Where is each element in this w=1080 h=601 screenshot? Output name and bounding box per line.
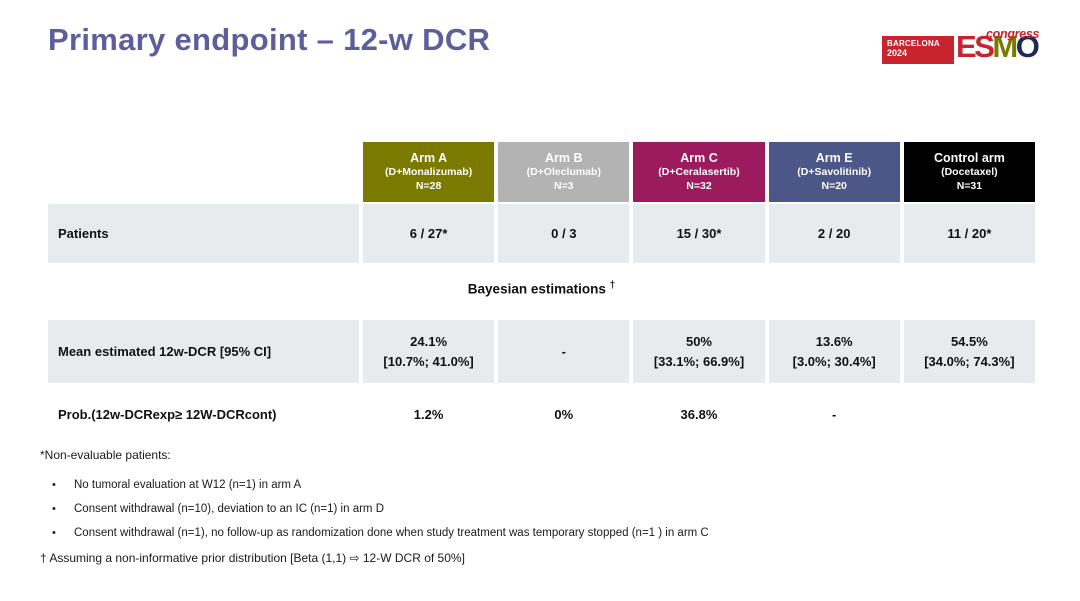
logo-congress-label: congress xyxy=(986,27,1040,41)
table-header-row: Arm A (D+Monalizumab) N=28 Arm B (D+Olec… xyxy=(48,142,1035,202)
bullet-icon xyxy=(40,527,74,539)
logo-letter-m: M xyxy=(992,29,1018,64)
mean-arm-a-value: 24.1% [10.7%; 41.0%] xyxy=(363,320,495,383)
mean-arm-c-main: 50% xyxy=(685,334,712,349)
footnote-bullet-2-text: Consent withdrawal (n=10), deviation to … xyxy=(74,503,385,515)
mean-arm-c-value: 50% [33.1%; 66.9%] xyxy=(633,320,765,383)
logo-venue-text: BARCELONA xyxy=(887,39,940,48)
arm-a-drug: (D+Monalizumab) xyxy=(384,166,473,179)
prob-arm-a-value: 1.2% xyxy=(413,406,444,422)
arm-e-drug: (D+Savolitinib) xyxy=(797,166,872,179)
logo-letter-s: S xyxy=(974,29,995,64)
arm-c-drug: (D+Ceralasertib) xyxy=(658,166,740,179)
footnote-bullet-3-text: Consent withdrawal (n=1), no follow-up a… xyxy=(74,527,709,539)
mean-arm-e-main: 13.6% xyxy=(815,334,853,349)
column-header-arm-a: Arm A (D+Monalizumab) N=28 xyxy=(363,142,495,202)
column-header-control-arm: Control arm (Docetaxel) N=31 xyxy=(903,142,1035,202)
patients-arm-e-value: 2 / 20 xyxy=(768,204,900,263)
mean-control-main: 54.5% xyxy=(950,334,988,349)
bayesian-label: Bayesian estimations xyxy=(467,281,606,297)
control-arm-drug: (Docetaxel) xyxy=(941,166,998,179)
prob-arm-b-value: 0% xyxy=(554,406,574,422)
footnote-dagger: † Assuming a non-informative prior distr… xyxy=(40,551,465,565)
patients-row-label: Patients xyxy=(48,204,359,263)
footnote-bullet-3: Consent withdrawal (n=1), no follow-up a… xyxy=(40,527,1020,539)
mean-arm-e-value: 13.6% [3.0%; 30.4%] xyxy=(768,320,900,383)
arm-e-n: N=20 xyxy=(821,180,847,193)
patients-arm-b-value: 0 / 3 xyxy=(498,204,630,263)
header-spacer xyxy=(48,142,359,202)
prob-arm-e-value: - xyxy=(832,406,837,422)
bullet-icon xyxy=(40,479,74,491)
probability-row-label: Prob.(12w-DCRexp≥ 12W-DCRcont) xyxy=(58,406,277,422)
column-header-arm-c: Arm C (D+Ceralasertib) N=32 xyxy=(633,142,765,202)
mean-dcr-row: Mean estimated 12w-DCR [95% CI] 24.1% [1… xyxy=(48,320,1035,383)
patients-arm-c-value: 15 / 30* xyxy=(633,204,765,263)
footnote-asterisk-header: *Non-evaluable patients: xyxy=(40,448,171,462)
patients-row: Patients 6 / 27* 0 / 3 15 / 30* 2 / 20 1… xyxy=(48,204,1035,263)
footnotes: *Non-evaluable patients: No tumoral eval… xyxy=(40,448,1020,565)
mean-arm-c-ci: [33.1%; 66.9%] xyxy=(653,353,745,369)
mean-dcr-row-label: Mean estimated 12w-DCR [95% CI] xyxy=(48,320,359,383)
column-header-arm-b: Arm B (D+Oleclumab) N=3 xyxy=(498,142,630,202)
logo-venue-badge: BARCELONA 2024 xyxy=(882,36,954,64)
probability-row: Prob.(12w-DCRexp≥ 12W-DCRcont) 1.2% 0% 3… xyxy=(48,397,1035,431)
control-arm-name: Control arm xyxy=(933,150,1005,165)
mean-arm-b-main: - xyxy=(561,343,566,359)
mean-arm-b-value: - xyxy=(498,320,630,383)
mean-control-value: 54.5% [34.0%; 74.3%] xyxy=(903,320,1035,383)
arm-b-n: N=3 xyxy=(554,180,574,193)
arm-a-name: Arm A xyxy=(410,150,448,165)
mean-arm-a-main: 24.1% xyxy=(410,334,448,349)
control-arm-n: N=31 xyxy=(956,180,983,193)
logo-esmo-wordmark: ESMO xyxy=(956,29,1040,64)
prob-arm-c-value: 36.8% xyxy=(680,406,718,422)
logo-letter-e: E xyxy=(956,29,977,64)
bullet-icon xyxy=(40,503,74,515)
bayesian-section-header: Bayesian estimations † xyxy=(48,280,1035,306)
mean-arm-e-ci: [3.0%; 30.4%] xyxy=(792,353,876,369)
patients-arm-a-value: 6 / 27* xyxy=(363,204,495,263)
arm-b-name: Arm B xyxy=(545,150,583,165)
arm-a-n: N=28 xyxy=(415,180,442,193)
prob-control-value xyxy=(904,397,1035,431)
arm-c-name: Arm C xyxy=(680,150,718,165)
arm-e-name: Arm E xyxy=(815,150,853,165)
results-table: Arm A (D+Monalizumab) N=28 Arm B (D+Olec… xyxy=(48,142,1035,431)
page-title: Primary endpoint – 12-w DCR xyxy=(48,22,491,57)
mean-arm-a-ci: [10.7%; 41.0%] xyxy=(383,353,474,369)
footnote-bullet-1: No tumoral evaluation at W12 (n=1) in ar… xyxy=(40,479,1020,491)
footnote-bullet-1-text: No tumoral evaluation at W12 (n=1) in ar… xyxy=(74,479,302,491)
arm-c-n: N=32 xyxy=(686,180,712,193)
arm-b-drug: (D+Oleclumab) xyxy=(526,166,601,179)
patients-control-value: 11 / 20* xyxy=(903,204,1035,263)
esmo-congress-logo: BARCELONA 2024 ESMO congress xyxy=(882,27,1062,72)
mean-control-ci: [34.0%; 74.3%] xyxy=(924,353,1015,369)
bayesian-dagger-mark: † xyxy=(609,280,616,291)
column-header-arm-e: Arm E (D+Savolitinib) N=20 xyxy=(768,142,900,202)
logo-letter-o: O xyxy=(1015,29,1040,64)
logo-year-text: 2024 xyxy=(887,48,908,59)
footnote-bullet-2: Consent withdrawal (n=10), deviation to … xyxy=(40,503,1020,515)
